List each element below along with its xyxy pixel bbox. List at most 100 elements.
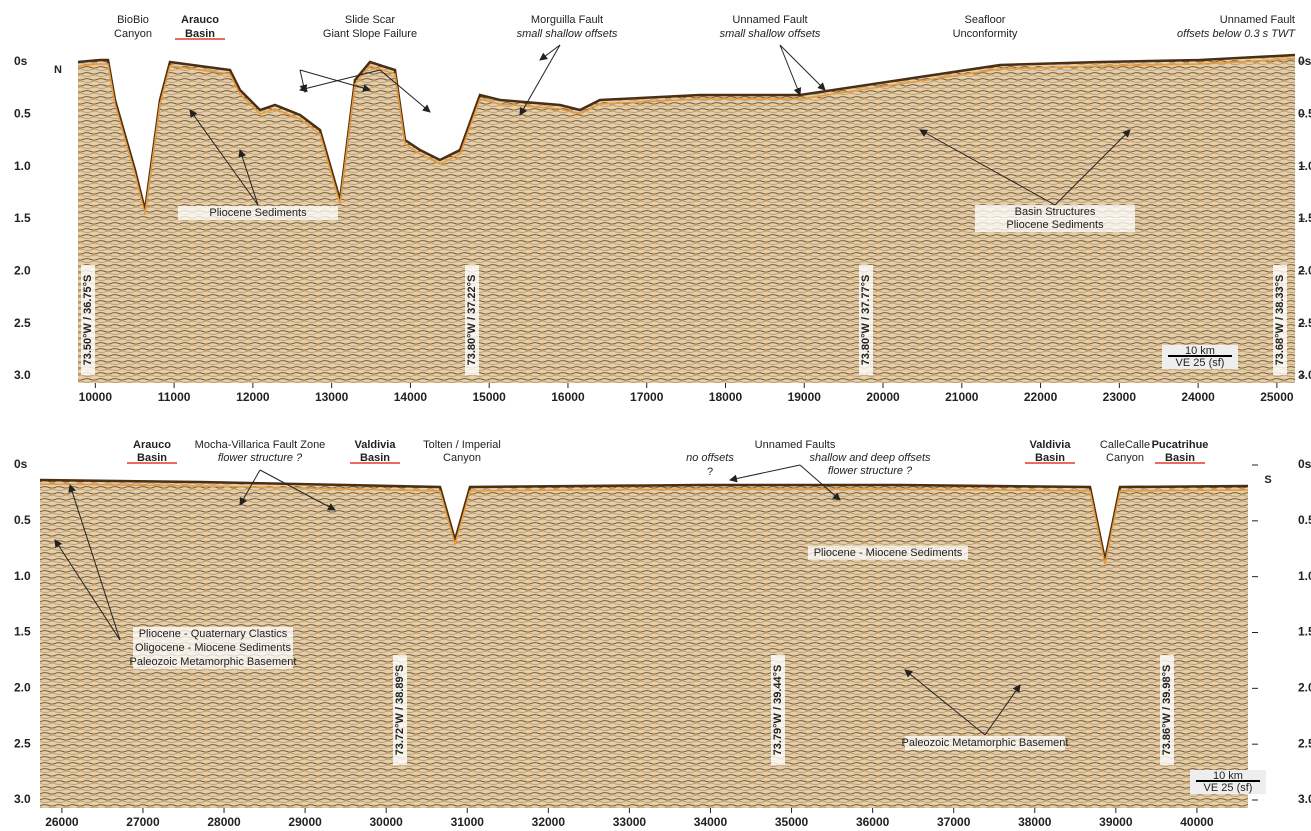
x-tick-label: 31000 — [451, 815, 485, 829]
header-label: Seafloor — [965, 14, 1006, 26]
x-tick-label: 33000 — [613, 815, 647, 829]
x-tick-label: 23000 — [1103, 390, 1137, 404]
coordinate-label: 73.80°W / 37.22°S — [466, 275, 478, 366]
y-tick-label-right: 2.0 — [1298, 681, 1311, 695]
y-tick-label: 2.5 — [14, 316, 31, 330]
y-tick-label: 0.5 — [14, 513, 31, 527]
header-label: Valdivia — [1030, 439, 1072, 451]
y-tick-label: 1.0 — [14, 159, 31, 173]
y-tick-label-right: 3.0 — [1298, 368, 1311, 382]
note-label: Pliocene Sediments — [1006, 219, 1104, 231]
x-tick-label: 14000 — [394, 390, 428, 404]
header-label: Basin — [185, 28, 215, 40]
header-label: shallow and deep offsets — [809, 452, 931, 464]
y-tick-label: 0.5 — [14, 107, 31, 121]
header-label: Basin — [360, 452, 390, 464]
coordinate-label: 73.86°W / 39.98°S — [1161, 665, 1173, 756]
y-tick-label-right: 0.5 — [1298, 107, 1311, 121]
header-label: Unnamed Fault — [732, 14, 807, 26]
x-tick-label: 20000 — [866, 390, 900, 404]
note-label: Paleozoic Metamorphic Basement — [130, 656, 297, 668]
x-tick-label: 18000 — [709, 390, 743, 404]
seismic-figure: 0s 0s 0.5 0.5 1.0 1.0 1.5 1.5 2.0 2.0 2.5 2.5 3.0 3.0… — [0, 0, 1311, 831]
y-tick-label-right: 0.5 — [1298, 513, 1311, 527]
x-tick-label: 10000 — [79, 390, 113, 404]
y-tick-label-right: 1.0 — [1298, 159, 1311, 173]
x-tick-label: 17000 — [630, 390, 664, 404]
header-label: Unnamed Faults — [755, 439, 836, 451]
header-label: Arauco — [181, 14, 219, 26]
header-label: Canyon — [114, 28, 152, 40]
x-tick-label: 32000 — [532, 815, 566, 829]
compass-label: N — [54, 64, 62, 76]
header-label: Canyon — [443, 452, 481, 464]
header-label: BioBio — [117, 14, 149, 26]
y-tick-label: 1.5 — [14, 211, 31, 225]
y-tick-label-right: 2.5 — [1298, 316, 1311, 330]
header-label: flower structure ? — [218, 452, 303, 464]
coordinate-label: 73.72°W / 38.89°S — [394, 665, 406, 756]
y-tick-label: 3.0 — [14, 792, 31, 806]
header-label: small shallow offsets — [517, 28, 618, 40]
coordinate-label: 73.68°W / 38.33°S — [1274, 275, 1286, 366]
header-label: Morguilla Fault — [531, 14, 603, 26]
x-tick-label: 21000 — [945, 390, 979, 404]
y-tick-label: 2.0 — [14, 264, 31, 278]
header-label: Unconformity — [953, 28, 1018, 40]
header-label: Arauco — [133, 439, 171, 451]
header-label: ? — [707, 466, 713, 478]
y-tick-label: 1.5 — [14, 625, 31, 639]
note-label: Paleozoic Metamorphic Basement — [902, 737, 1069, 749]
y-tick-label: 3.0 — [14, 368, 31, 382]
header-label: Giant Slope Failure — [323, 28, 417, 40]
y-tick-label-right: 1.5 — [1298, 625, 1311, 639]
coordinate-label: 73.79°W / 39.44°S — [772, 665, 784, 756]
x-tick-label: 40000 — [1180, 815, 1214, 829]
y-tick-label-right: 3.0 — [1298, 792, 1311, 806]
x-tick-label: 27000 — [126, 815, 160, 829]
y-tick-label-right: 0s — [1298, 457, 1311, 471]
x-tick-label: 35000 — [775, 815, 809, 829]
scale-label: 10 km — [1185, 345, 1215, 357]
x-tick-label: 15000 — [472, 390, 506, 404]
x-tick-label: 12000 — [236, 390, 270, 404]
header-label: Canyon — [1106, 452, 1144, 464]
header-label: Pucatrihue — [1152, 439, 1209, 451]
x-tick-label: 24000 — [1181, 390, 1215, 404]
y-tick-label: 2.5 — [14, 736, 31, 750]
header-label: flower structure ? — [828, 465, 913, 477]
x-tick-label: 19000 — [788, 390, 822, 404]
scale-label: VE 25 (sf) — [1204, 782, 1253, 794]
y-tick-label: 2.0 — [14, 681, 31, 695]
y-tick-label-right: 2.5 — [1298, 736, 1311, 750]
header-label: Basin — [137, 452, 167, 464]
y-tick-label: 0s — [14, 54, 28, 68]
note-label: Pliocene Sediments — [209, 207, 307, 219]
x-tick-label: 22000 — [1024, 390, 1058, 404]
x-tick-label: 25000 — [1260, 390, 1294, 404]
y-tick-label: 0s — [14, 457, 28, 471]
x-tick-label: 30000 — [369, 815, 403, 829]
y-tick-label-right: 2.0 — [1298, 264, 1311, 278]
header-label: Tolten / Imperial — [423, 439, 501, 451]
header-label: no offsets — [686, 452, 734, 464]
y-tick-label: 1.0 — [14, 569, 31, 583]
compass-label: S — [1264, 474, 1271, 486]
header-label: CalleCalle — [1100, 439, 1150, 451]
coordinate-label: 73.50°W / 36.75°S — [82, 275, 94, 366]
header-label: Mocha-Villarica Fault Zone — [195, 439, 326, 451]
x-tick-label: 38000 — [1018, 815, 1052, 829]
header-label: small shallow offsets — [720, 28, 821, 40]
x-tick-label: 16000 — [551, 390, 585, 404]
x-tick-label: 34000 — [694, 815, 728, 829]
header-label: Unnamed Fault — [1220, 14, 1295, 26]
x-tick-label: 29000 — [288, 815, 322, 829]
x-tick-label: 37000 — [937, 815, 971, 829]
x-tick-label: 26000 — [45, 815, 79, 829]
coordinate-label: 73.80°W / 37.77°S — [860, 275, 872, 366]
header-label: Valdivia — [355, 439, 397, 451]
y-tick-label-right: 1.5 — [1298, 211, 1311, 225]
header-label: Slide Scar — [345, 14, 395, 26]
x-tick-label: 39000 — [1099, 815, 1133, 829]
header-label: offsets below 0.3 s TWT — [1177, 28, 1296, 40]
